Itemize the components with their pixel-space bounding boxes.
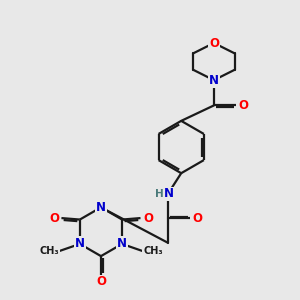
Text: O: O [193,212,202,225]
Text: N: N [209,74,219,87]
Text: N: N [75,237,85,250]
Text: CH₃: CH₃ [39,246,59,256]
Text: O: O [49,212,59,225]
Text: N: N [117,237,127,250]
Text: CH₃: CH₃ [143,246,163,256]
Text: O: O [238,99,249,112]
Text: O: O [96,275,106,289]
Text: O: O [143,212,153,225]
Text: N: N [164,188,174,200]
Text: O: O [209,37,219,50]
Text: H: H [155,189,164,199]
Text: N: N [96,201,106,214]
